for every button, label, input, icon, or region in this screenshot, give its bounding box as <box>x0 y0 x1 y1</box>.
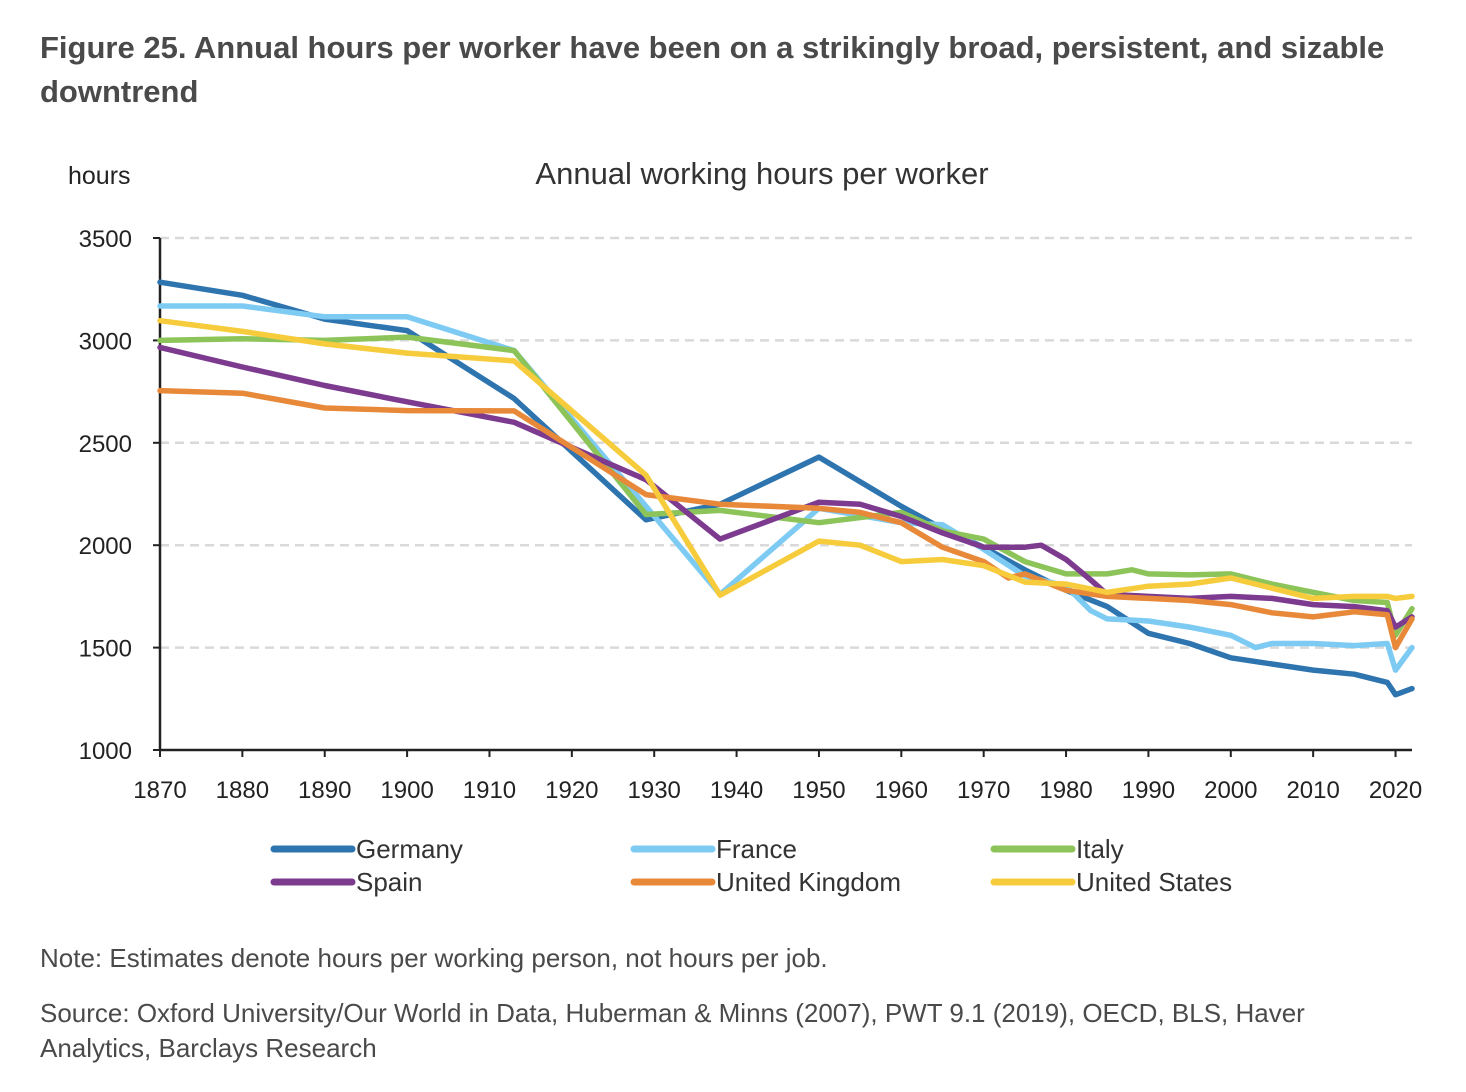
x-tick-label: 1950 <box>792 777 845 804</box>
x-tick-label: 2010 <box>1286 777 1339 804</box>
series-lines <box>157 279 1415 698</box>
gridlines <box>160 236 1412 649</box>
x-tick-label: 1980 <box>1039 777 1092 804</box>
series-line-france <box>157 303 1415 673</box>
x-tick-label: 1880 <box>216 777 269 804</box>
x-tick-label: 1870 <box>133 777 186 804</box>
x-tick-label: 2020 <box>1369 777 1422 804</box>
x-tick-label: 1910 <box>463 777 516 804</box>
chart: hours Annual working hours per worker 10… <box>0 140 1466 930</box>
y-tick-label: 2000 <box>79 533 132 560</box>
x-tick-label: 1890 <box>298 777 351 804</box>
x-tick-label: 2000 <box>1204 777 1257 804</box>
figure-title: Figure 25. Annual hours per worker have … <box>40 30 1385 109</box>
x-tick-label: 1990 <box>1122 777 1175 804</box>
figure-source: Source: Oxford University/Our World in D… <box>40 998 1305 1063</box>
axes: 1000 1500 2000 2500 3000 3500 1870 1880 1890 1900… <box>79 226 1423 804</box>
figure-note: Note: Estimates denote hours per working… <box>40 943 828 973</box>
series-line-united-states <box>157 317 1415 602</box>
x-tick-label: 1940 <box>710 777 763 804</box>
y-tick-label: 2500 <box>79 431 132 458</box>
line-chart: hours Annual working hours per worker 10… <box>68 156 1423 897</box>
y-tick-label: 3000 <box>79 328 132 355</box>
legend-label-france: France <box>716 834 797 864</box>
x-tick-label: 1960 <box>875 777 928 804</box>
legend-label-united-states: United States <box>1076 867 1232 897</box>
x-tick-label: 1900 <box>380 777 433 804</box>
x-tick-label: 1920 <box>545 777 598 804</box>
y-tick-label: 1000 <box>79 738 132 765</box>
chart-title: Annual working hours per worker <box>535 156 988 191</box>
x-tick-label: 1930 <box>628 777 681 804</box>
legend-label-italy: Italy <box>1076 834 1124 864</box>
series-line-germany <box>157 279 1415 698</box>
x-tick-label: 1970 <box>957 777 1010 804</box>
y-axis-label: hours <box>68 162 131 190</box>
series-line-spain <box>157 344 1415 630</box>
legend-label-germany: Germany <box>356 834 463 864</box>
y-tick-label: 3500 <box>79 226 132 253</box>
legend-label-united-kingdom: United Kingdom <box>716 867 901 897</box>
legend-label-spain: Spain <box>356 867 423 897</box>
legend: Germany France Italy Spain United Kingdom Uni… <box>270 834 1232 897</box>
y-tick-label: 1500 <box>79 636 132 663</box>
series-line-italy <box>157 334 1415 639</box>
